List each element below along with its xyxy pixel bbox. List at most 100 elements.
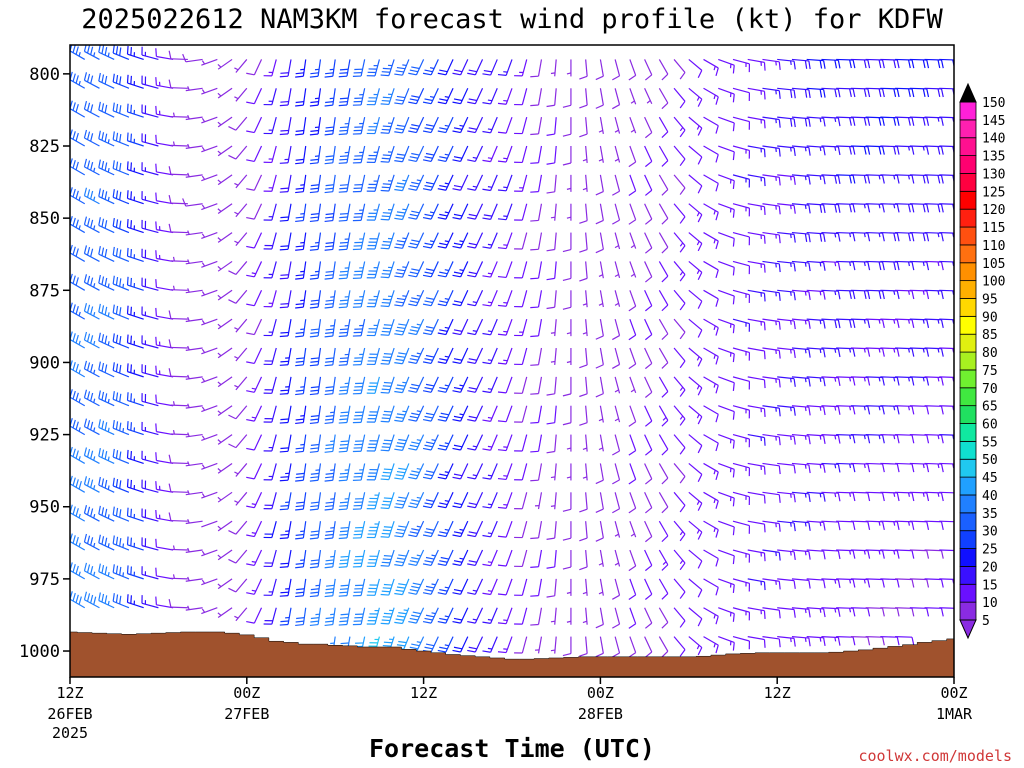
barb-half-feather xyxy=(64,254,65,258)
barb-feather xyxy=(86,304,91,313)
wind-barb xyxy=(850,462,871,473)
barb-feather xyxy=(530,364,539,366)
barb-staff xyxy=(673,261,686,275)
barb-feather xyxy=(562,422,572,426)
wind-barb xyxy=(791,87,811,99)
barb-feather xyxy=(86,391,91,400)
barb-half-feather xyxy=(251,272,256,275)
wind-barb xyxy=(141,162,159,176)
barb-feather xyxy=(867,492,871,502)
barb-staff xyxy=(673,578,686,593)
barb-staff xyxy=(791,174,809,177)
barb-feather xyxy=(437,72,446,76)
barb-feather xyxy=(90,162,94,171)
wind-barb xyxy=(909,260,930,271)
barb-staff xyxy=(112,514,130,522)
barb-feather xyxy=(852,608,856,617)
barb-feather xyxy=(396,499,406,503)
barb-staff xyxy=(445,520,454,537)
barb-staff xyxy=(865,87,883,90)
wind-barb xyxy=(530,521,543,540)
barb-feather xyxy=(279,162,289,164)
barb-staff xyxy=(235,463,248,477)
wind-barb xyxy=(836,87,856,98)
barb-staff xyxy=(127,486,144,493)
wind-barb xyxy=(628,203,637,225)
barb-feather xyxy=(425,181,435,185)
barb-feather xyxy=(409,646,419,650)
barb-half-feather xyxy=(107,543,110,548)
barb-staff xyxy=(332,521,336,539)
wind-barb xyxy=(70,71,86,89)
wind-barb xyxy=(83,447,100,464)
barb-feather xyxy=(115,305,119,315)
barb-feather xyxy=(86,362,91,371)
barb-feather xyxy=(338,537,348,540)
barb-feather xyxy=(115,536,119,546)
barb-feather xyxy=(309,277,319,280)
barb-staff xyxy=(732,174,750,180)
barb-feather xyxy=(126,363,129,372)
wind-barb xyxy=(497,318,513,336)
barb-staff xyxy=(360,463,366,481)
barb-feather xyxy=(115,190,119,199)
barb-feather xyxy=(119,307,122,316)
barb-half-feather xyxy=(251,387,256,390)
barb-staff xyxy=(287,549,292,567)
wind-barb xyxy=(909,116,930,126)
barb-feather xyxy=(280,216,289,219)
wind-barb xyxy=(228,520,248,535)
barb-staff xyxy=(747,318,765,323)
barb-staff xyxy=(401,88,410,105)
barb-feather xyxy=(863,117,867,126)
barb-staff xyxy=(732,578,750,584)
wind-barb xyxy=(338,290,351,309)
barb-half-feather xyxy=(487,272,493,275)
wind-barb xyxy=(880,549,900,559)
wind-barb xyxy=(688,578,703,598)
wind-barb xyxy=(352,290,366,308)
barb-staff xyxy=(317,174,322,192)
barb-feather xyxy=(530,133,539,136)
barb-half-feather xyxy=(878,406,881,411)
barb-feather xyxy=(452,274,461,278)
barb-staff xyxy=(374,88,380,105)
wind-barb xyxy=(658,607,669,629)
barb-feather xyxy=(837,146,841,156)
barb-feather xyxy=(437,361,446,365)
barb-staff xyxy=(141,198,159,205)
barb-feather xyxy=(55,43,57,51)
barb-feather xyxy=(926,579,930,588)
barb-feather xyxy=(246,592,255,595)
wind-barb xyxy=(170,545,188,551)
wind-barb xyxy=(452,636,469,653)
barb-feather xyxy=(340,613,349,616)
barb-feather xyxy=(439,560,448,563)
barb-feather xyxy=(381,417,391,420)
barb-staff xyxy=(127,515,144,522)
wind-barb xyxy=(246,145,263,163)
barb-half-feather xyxy=(444,644,449,647)
barb-feather xyxy=(411,268,420,272)
barb-half-feather xyxy=(93,398,96,403)
barb-staff xyxy=(554,549,557,568)
barb-half-feather xyxy=(217,352,222,357)
barb-staff xyxy=(170,606,188,609)
barb-staff xyxy=(909,376,927,379)
wind-barb xyxy=(546,521,557,540)
wind-barb xyxy=(437,59,454,76)
wind-barb xyxy=(263,59,277,77)
barb-staff xyxy=(360,59,366,77)
barb-staff xyxy=(460,174,469,191)
barb-staff xyxy=(360,607,366,625)
barb-staff xyxy=(777,636,795,639)
barb-feather xyxy=(823,435,826,444)
wind-barb xyxy=(791,318,811,329)
barb-half-feather xyxy=(93,225,96,230)
barb-half-feather xyxy=(78,369,81,374)
barb-feather xyxy=(467,216,476,220)
barb-staff xyxy=(585,636,588,654)
barb-staff xyxy=(732,203,750,209)
wind-barb xyxy=(263,290,277,308)
